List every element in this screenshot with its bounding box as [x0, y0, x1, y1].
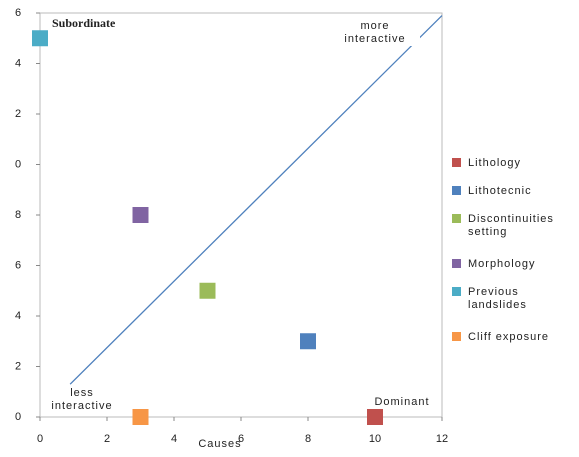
legend-label: Lithology	[468, 157, 522, 169]
legend-label: Previous landslides	[468, 286, 527, 311]
legend-swatch	[452, 214, 461, 223]
point	[32, 30, 48, 47]
annotation: less interactive	[44, 387, 120, 413]
legend-label: Discontinuities setting	[468, 213, 554, 238]
y-tick-label: 2	[15, 108, 21, 120]
legend-entry: Lithology	[452, 157, 577, 170]
y-tick-label: 2	[15, 360, 21, 372]
legend-swatch	[452, 186, 461, 195]
x-tick-label: 0	[37, 433, 43, 445]
y-tick-label: 4	[15, 310, 21, 322]
point	[367, 409, 383, 425]
point	[300, 333, 316, 350]
trend-line	[69, 15, 443, 385]
y-tick-label: 0	[15, 411, 21, 423]
x-tick-label: 8	[305, 433, 311, 445]
annotation: Dominant	[366, 396, 438, 409]
x-tick-label: 4	[171, 433, 177, 445]
legend-swatch	[452, 259, 461, 268]
x-tick-label: 12	[436, 433, 448, 445]
legend-entry: Discontinuities setting	[452, 213, 577, 239]
annotation: Subordinate	[52, 16, 116, 30]
legend-entry: Morphology	[452, 258, 577, 271]
legend-label: Lithotecnic	[468, 185, 532, 197]
legend-swatch	[452, 158, 461, 167]
y-tick-label: 8	[15, 209, 21, 221]
legend-entry: Lithotecnic	[452, 185, 577, 198]
y-tick-label: 4	[15, 57, 21, 69]
point	[199, 282, 216, 299]
x-axis-label: Causes	[198, 438, 241, 450]
x-tick-label: 10	[369, 433, 381, 445]
y-tick-label: 6	[15, 259, 21, 271]
y-tick-label: 0	[15, 158, 21, 170]
legend-label: Cliff exposure	[468, 331, 550, 343]
legend-entry: Cliff exposure	[452, 331, 577, 344]
legend-label: Morphology	[468, 258, 536, 270]
x-tick-label: 2	[104, 433, 110, 445]
legend-entry: Previous landslides	[452, 286, 577, 312]
y-tick-label: 6	[15, 7, 21, 19]
legend-swatch	[452, 287, 461, 296]
x-tick-label: 6	[238, 433, 244, 445]
legend-swatch	[452, 332, 461, 341]
annotation: more interactive	[330, 20, 420, 46]
point	[132, 409, 149, 425]
point	[132, 207, 149, 223]
